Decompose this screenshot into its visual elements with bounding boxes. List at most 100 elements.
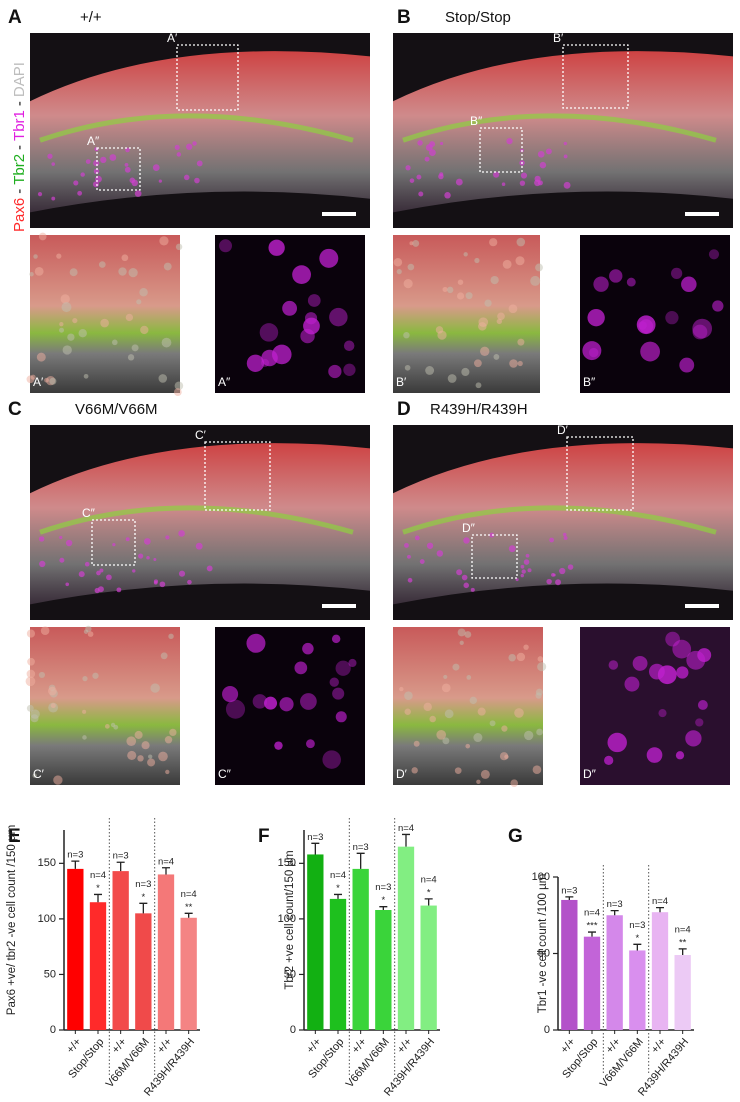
cell xyxy=(510,779,519,787)
cell xyxy=(712,300,724,312)
cell xyxy=(343,363,356,376)
inset-label: D′ xyxy=(557,423,569,437)
significance-label: ** xyxy=(185,902,193,913)
panel-letter: A xyxy=(8,7,22,28)
cell xyxy=(459,640,464,645)
cell xyxy=(457,279,464,285)
cell xyxy=(454,767,462,775)
zoom-label: A″ xyxy=(218,375,231,389)
cell xyxy=(96,570,101,576)
cell xyxy=(508,304,518,314)
cell xyxy=(33,254,38,259)
cell xyxy=(264,696,278,710)
cell xyxy=(675,751,685,760)
cell xyxy=(124,163,129,167)
tbr2-layer xyxy=(402,505,717,535)
cell xyxy=(126,736,137,747)
cell xyxy=(708,249,720,260)
zoom-label: C″ xyxy=(218,767,232,781)
cell xyxy=(502,259,512,269)
panel-letter: F xyxy=(258,826,270,847)
cell xyxy=(47,153,53,159)
cell xyxy=(636,315,656,335)
cell xyxy=(624,676,640,692)
bar xyxy=(180,917,197,1030)
cell xyxy=(478,322,487,331)
cell xyxy=(457,628,466,637)
genotype-label: V66M/V66M xyxy=(75,401,158,418)
significance-label: * xyxy=(381,895,385,906)
cell xyxy=(476,779,481,784)
cell xyxy=(535,263,543,272)
cell xyxy=(69,268,78,277)
cell xyxy=(80,172,85,177)
cell xyxy=(261,349,278,367)
y-axis-label: Tbr2 +ve cell count/150 µm xyxy=(284,850,296,989)
cell xyxy=(100,318,109,328)
x-tick-label: +/+ xyxy=(64,1036,83,1056)
cell xyxy=(128,267,138,278)
cell xyxy=(411,767,418,774)
cell xyxy=(517,338,525,346)
y-axis-label: Pax6 +ve/ tbr2 -ve cell count /150 µm xyxy=(6,825,18,1015)
cell xyxy=(40,626,50,636)
cell xyxy=(160,652,168,660)
tbr2-layer xyxy=(39,505,354,535)
cell xyxy=(523,730,534,741)
inset-label: C″ xyxy=(82,506,96,520)
zoom-label: C′ xyxy=(33,767,45,781)
zoom-label: D″ xyxy=(583,767,597,781)
cell xyxy=(416,174,422,180)
cell xyxy=(608,660,619,670)
cell xyxy=(407,263,415,271)
y-axis-label: Tbr1 -ve cell count /100 µm xyxy=(537,874,549,1014)
cell xyxy=(593,276,609,292)
cell xyxy=(26,704,34,712)
bar xyxy=(561,899,578,1030)
cell xyxy=(480,346,490,357)
y-tick-label: 100 xyxy=(38,913,56,925)
cell xyxy=(523,559,530,565)
x-tick-label: +/+ xyxy=(395,1036,414,1056)
cell xyxy=(404,543,409,548)
x-tick-label: +/+ xyxy=(604,1036,623,1056)
significance-label: * xyxy=(635,933,639,944)
cell xyxy=(37,192,43,197)
cell xyxy=(670,267,683,279)
significance-label: * xyxy=(96,883,100,894)
cell xyxy=(85,159,91,164)
bar xyxy=(352,868,369,1030)
cell xyxy=(436,550,444,557)
n-label: n=3 xyxy=(307,832,323,843)
zoom-label: A′ xyxy=(33,375,44,389)
cell xyxy=(329,677,339,687)
cell xyxy=(51,196,56,201)
cell xyxy=(292,265,311,285)
n-label: n=4 xyxy=(181,889,197,900)
cell xyxy=(206,565,213,572)
cell xyxy=(508,653,516,662)
cell xyxy=(607,732,627,753)
cell xyxy=(65,582,70,587)
cell xyxy=(246,633,266,653)
cell xyxy=(423,702,432,712)
cell xyxy=(444,192,451,199)
stain-name: Pax6 xyxy=(11,198,28,232)
cell xyxy=(98,261,106,268)
cell xyxy=(489,720,496,727)
bar xyxy=(135,913,152,1030)
significance-label: * xyxy=(141,892,145,903)
cell xyxy=(418,191,424,197)
cell xyxy=(474,359,482,368)
cell xyxy=(331,634,341,644)
stain-name: - xyxy=(11,101,28,106)
stain-label: Pax6 - Tbr2 - Tbr1 - DAPI xyxy=(11,62,28,232)
cell xyxy=(393,258,403,267)
cell xyxy=(535,692,542,699)
cell xyxy=(626,277,636,287)
cell xyxy=(436,729,447,740)
cell xyxy=(646,747,663,763)
cell xyxy=(104,723,110,729)
n-label: n=3 xyxy=(67,850,83,861)
cell xyxy=(403,279,413,289)
